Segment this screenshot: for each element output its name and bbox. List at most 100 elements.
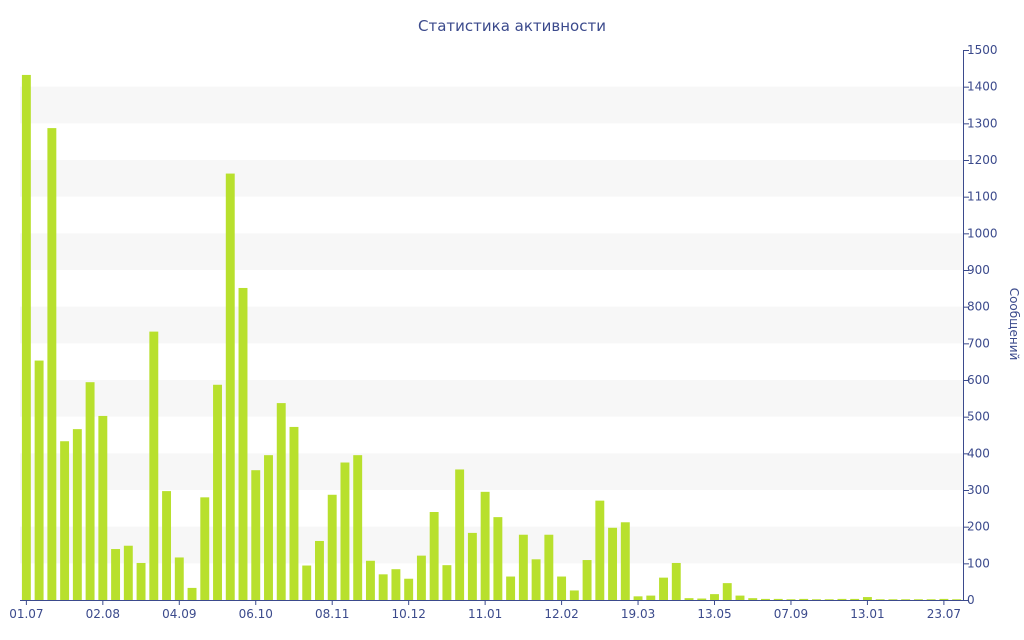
- bar: [264, 455, 273, 600]
- y-tick-label: 600: [967, 373, 990, 387]
- bar: [187, 587, 197, 600]
- bars-group: [21, 74, 962, 601]
- x-tick-label: 23.07: [927, 607, 961, 621]
- bar: [837, 598, 847, 600]
- bar: [289, 426, 299, 600]
- bar: [888, 599, 898, 600]
- bar: [480, 491, 490, 600]
- x-tick-label: 02.08: [86, 607, 120, 621]
- y-tick-label: 800: [967, 300, 990, 314]
- y-tick-label: 1300: [967, 116, 998, 130]
- y-tick-label: 200: [967, 520, 990, 534]
- grid-bands: [20, 86, 963, 564]
- bar: [531, 559, 541, 600]
- y-tick-label: 1200: [967, 153, 998, 167]
- bar: [582, 560, 592, 600]
- x-tick-label: 04.09: [162, 607, 196, 621]
- y-tick-label: 100: [967, 556, 990, 570]
- bar: [365, 560, 375, 600]
- x-tick-label: 11.01: [468, 607, 502, 621]
- bar: [659, 577, 668, 600]
- bar: [213, 384, 222, 600]
- bar: [862, 597, 872, 600]
- bar: [493, 517, 503, 600]
- bar: [455, 469, 465, 600]
- bar: [557, 576, 567, 600]
- bar: [697, 598, 707, 600]
- bar: [47, 128, 57, 600]
- bar: [595, 500, 605, 600]
- x-tick-label: 13.05: [697, 607, 731, 621]
- x-tick-label: 12.02: [544, 607, 578, 621]
- bar: [799, 598, 809, 600]
- bar: [518, 534, 528, 600]
- chart-title: Статистика активности: [418, 17, 606, 35]
- grid-band: [20, 380, 963, 417]
- bar: [34, 360, 44, 600]
- bar: [544, 534, 554, 600]
- bar: [238, 287, 248, 600]
- y-tick-label: 0: [967, 593, 975, 607]
- bar: [811, 599, 821, 600]
- bar: [327, 494, 337, 600]
- bar: [162, 491, 172, 600]
- bar: [939, 598, 949, 600]
- bar: [416, 555, 426, 600]
- y-axis-label: Сообщений: [1007, 288, 1021, 361]
- x-tick-label: 10.12: [391, 607, 425, 621]
- x-tick-label: 01.07: [9, 607, 43, 621]
- bar: [773, 598, 783, 600]
- bar: [646, 595, 656, 600]
- bar: [633, 596, 643, 600]
- bar: [72, 429, 82, 600]
- x-axis-ticks: 01.07 02.08 04.09 06.10 08.11 10.12 11.01 12.02…: [9, 600, 961, 621]
- bar: [60, 441, 70, 600]
- bar: [315, 540, 324, 600]
- bar: [111, 549, 121, 600]
- bar: [608, 527, 618, 600]
- bar: [353, 455, 363, 600]
- bar: [340, 462, 350, 600]
- grid-band: [20, 233, 963, 270]
- y-tick-label: 1400: [967, 80, 998, 94]
- bar: [926, 599, 936, 600]
- bar: [684, 598, 694, 600]
- y-tick-label: 1100: [967, 190, 998, 204]
- bar: [875, 599, 885, 600]
- bar: [149, 331, 159, 600]
- bar: [761, 598, 770, 600]
- y-axis-ticks: 0 100 200 300 400 500 600 700 800 900 1000 1100 1200…: [963, 43, 998, 607]
- bar: [786, 599, 796, 600]
- bar: [442, 565, 452, 600]
- bar: [123, 545, 133, 600]
- bar: [671, 562, 681, 600]
- bar: [136, 562, 146, 600]
- bar: [569, 590, 579, 600]
- bar: [404, 578, 414, 600]
- y-tick-label: 400: [967, 446, 990, 460]
- bar: [722, 583, 732, 600]
- bar: [913, 599, 923, 600]
- bar: [276, 403, 286, 600]
- grid-band: [20, 86, 963, 124]
- bar: [850, 598, 860, 600]
- bar: [901, 599, 911, 600]
- bar: [391, 569, 401, 600]
- y-tick-label: 1500: [967, 43, 998, 57]
- bar: [98, 415, 108, 600]
- y-tick-label: 300: [967, 483, 990, 497]
- bar: [748, 598, 758, 600]
- x-tick-label: 08.11: [315, 607, 349, 621]
- bar: [302, 565, 312, 600]
- bar: [225, 173, 235, 601]
- x-tick-label: 07.09: [774, 607, 808, 621]
- bar: [429, 512, 439, 600]
- grid-band: [20, 526, 963, 564]
- y-tick-label: 700: [967, 336, 990, 350]
- y-tick-label: 1000: [967, 226, 998, 240]
- bar: [251, 470, 261, 600]
- bar: [85, 382, 95, 600]
- bar: [506, 576, 516, 600]
- grid-band: [20, 453, 963, 490]
- bar: [378, 574, 388, 600]
